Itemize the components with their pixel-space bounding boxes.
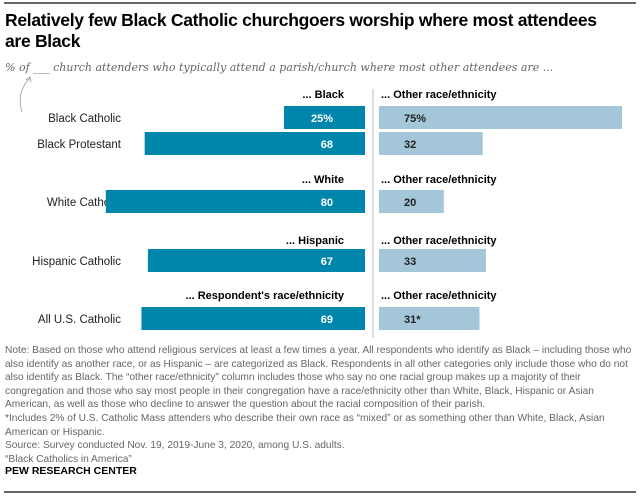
chart-subtitle: % of ___ church attenders who typically … xyxy=(5,61,554,74)
left-column-header: ... Black xyxy=(302,89,344,101)
right-column-header: ... Other race/ethnicity xyxy=(381,290,497,302)
right-column-header: ... Other race/ethnicity xyxy=(381,235,497,247)
bar-left xyxy=(147,249,365,272)
source: Source: Survey conducted Nov. 19, 2019-J… xyxy=(5,440,345,452)
data-label-right: 32 xyxy=(404,139,416,151)
bar-left xyxy=(284,106,365,129)
chart-title: Relatively few Black Catholic churchgoer… xyxy=(5,10,597,51)
data-label-right: 31* xyxy=(404,314,421,326)
data-label-left: 68 xyxy=(321,139,333,151)
data-label-right: 20 xyxy=(404,197,416,209)
notes: Note: Based on those who attend religiou… xyxy=(5,344,635,466)
footnote: *Includes 2% of U.S. Catholic Mass atten… xyxy=(5,412,605,438)
bar-right xyxy=(379,307,480,330)
source-org: PEW RESEARCH CENTER xyxy=(5,465,137,477)
category-label: White Catholic xyxy=(47,197,121,209)
bar-right xyxy=(379,132,483,155)
category-label: Black Catholic xyxy=(48,113,121,125)
right-column-header: ... Other race/ethnicity xyxy=(381,89,497,101)
bar-left xyxy=(105,190,366,213)
left-column-header: ... White xyxy=(302,174,344,186)
bottom-rule xyxy=(4,491,636,493)
data-label-left: 69 xyxy=(321,314,333,326)
bar-right xyxy=(379,190,444,213)
left-column-header: ... Hispanic xyxy=(286,235,344,247)
report-title: “Black Catholics in America” xyxy=(5,453,132,465)
bar-right xyxy=(379,249,486,272)
note-text: Note: Based on those who attend religiou… xyxy=(5,345,632,411)
left-column-header: ... Respondent's race/ethnicity xyxy=(186,290,345,302)
top-rule xyxy=(4,2,636,4)
data-label-right: 33 xyxy=(404,256,416,268)
bar-left xyxy=(144,132,365,155)
category-label: All U.S. Catholic xyxy=(38,314,121,326)
pointer-arrow xyxy=(19,77,31,113)
category-label: Black Protestant xyxy=(37,139,122,151)
arrow-head-icon xyxy=(25,76,32,83)
right-column-header: ... Other race/ethnicity xyxy=(381,174,497,186)
data-label-left: 25% xyxy=(311,113,333,125)
bar-left xyxy=(141,307,365,330)
data-label-right: 75% xyxy=(404,113,426,125)
category-label: Hispanic Catholic xyxy=(32,256,121,268)
data-label-left: 67 xyxy=(321,256,333,268)
bar-right xyxy=(379,106,622,129)
data-label-left: 80 xyxy=(321,197,333,209)
bar-chart: ... Black ... Other race/ethnicity ... Whi… xyxy=(19,76,622,338)
